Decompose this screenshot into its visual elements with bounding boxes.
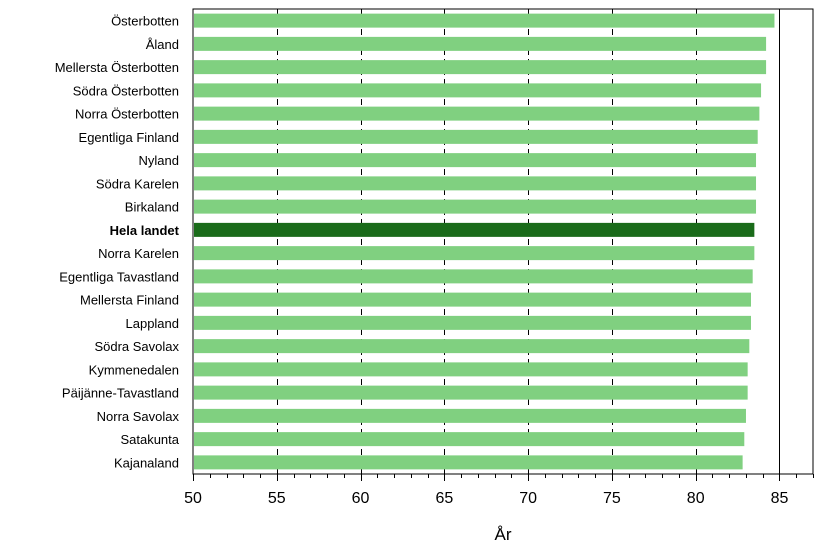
bar	[194, 315, 751, 330]
category-label: Päijänne-Tavastland	[62, 386, 179, 401]
category-label: Norra Savolax	[97, 409, 180, 424]
bar	[194, 60, 767, 75]
bar	[194, 13, 775, 28]
bar	[194, 269, 753, 284]
category-label: Norra Österbotten	[75, 107, 179, 122]
category-label: Egentliga Finland	[79, 130, 179, 145]
bar	[194, 246, 755, 261]
category-label: Södra Savolax	[94, 339, 179, 354]
x-tick-label: 60	[352, 490, 370, 507]
category-labels: Österbotten Åland Mellersta Österbotten Söd…	[55, 14, 180, 471]
bar	[194, 176, 757, 191]
x-tick-label: 50	[184, 490, 202, 507]
bar	[194, 339, 750, 354]
x-tick-label: 65	[435, 490, 453, 507]
category-label: Lappland	[126, 316, 180, 331]
grid-lines	[192, 8, 814, 475]
bar	[194, 153, 757, 168]
category-label: Åland	[146, 37, 179, 52]
category-label: Egentliga Tavastland	[59, 269, 179, 284]
bars	[194, 13, 775, 470]
x-axis-title: År	[495, 525, 512, 544]
x-tick-label: 75	[603, 490, 621, 507]
bar	[194, 385, 748, 400]
category-label: Kymmenedalen	[89, 362, 179, 377]
category-label: Södra Karelen	[96, 176, 179, 191]
x-tick-label: 85	[771, 490, 789, 507]
category-label: Södra Österbotten	[73, 83, 179, 98]
bar	[194, 199, 757, 214]
bar	[194, 36, 767, 51]
bar	[194, 455, 743, 470]
category-label: Hela landet	[110, 223, 180, 238]
bar	[194, 362, 748, 377]
bar	[194, 106, 760, 121]
category-label: Mellersta Finland	[80, 293, 179, 308]
x-tick-label: 80	[687, 490, 705, 507]
category-label: Nyland	[139, 153, 179, 168]
category-label: Norra Karelen	[98, 246, 179, 261]
plot-frame	[192, 8, 814, 475]
category-label: Kajanaland	[114, 455, 179, 470]
category-label: Satakunta	[120, 432, 179, 447]
bar	[194, 292, 751, 307]
bar	[194, 408, 746, 423]
category-label: Birkaland	[125, 200, 179, 215]
bar	[194, 83, 762, 98]
x-tick-label: 55	[268, 490, 286, 507]
bar	[194, 432, 745, 447]
bar	[194, 129, 758, 144]
bar	[194, 222, 755, 237]
category-label: Mellersta Österbotten	[55, 60, 179, 75]
x-tick-label: 70	[519, 490, 537, 507]
category-label: Österbotten	[111, 14, 179, 29]
x-axis: 50 55 60 65 70 75 80 85	[184, 474, 814, 507]
